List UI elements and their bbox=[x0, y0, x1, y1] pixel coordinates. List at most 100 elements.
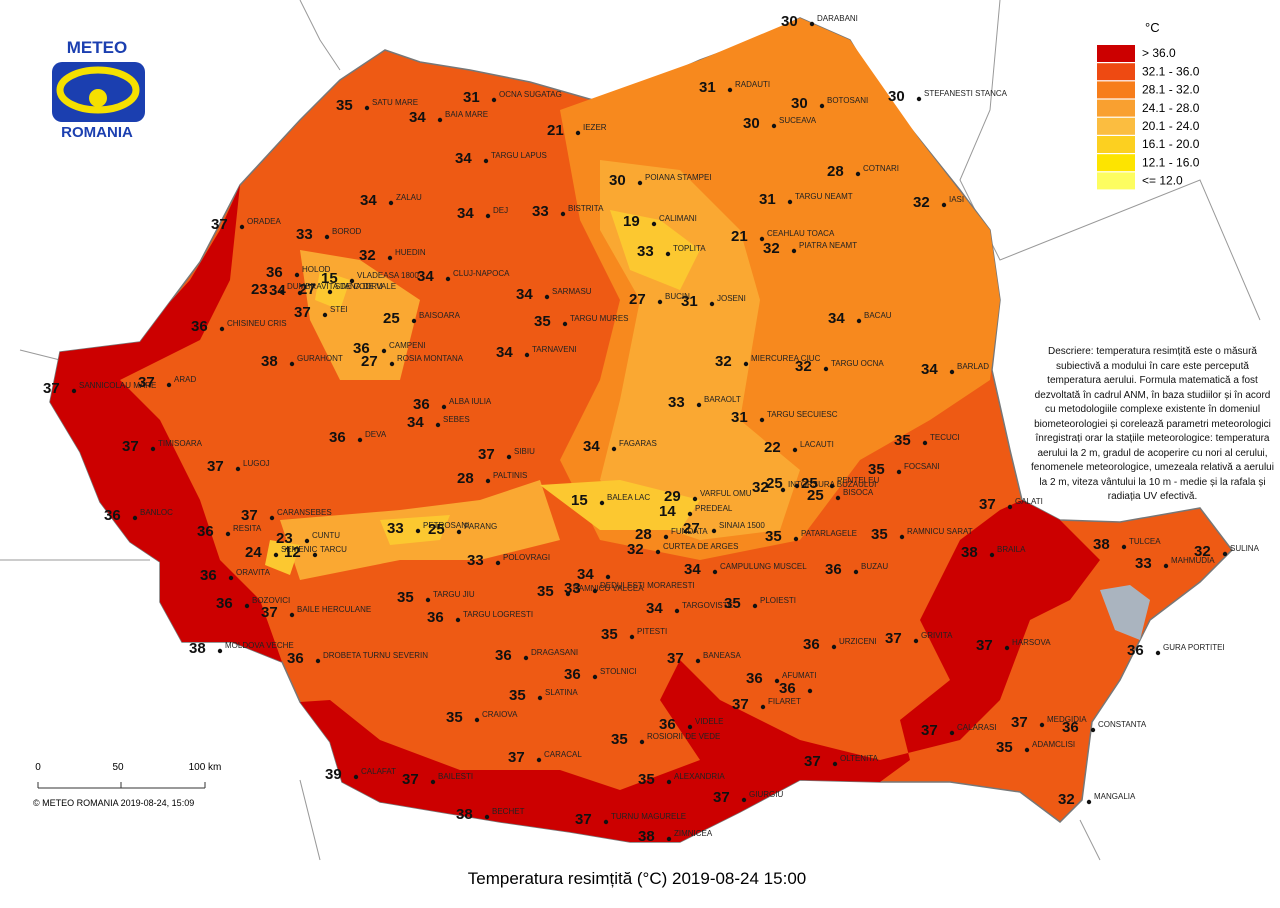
station-dot bbox=[794, 483, 800, 489]
station-dot bbox=[752, 603, 758, 609]
station-name: CALAFAT bbox=[361, 767, 396, 776]
legend-label: 12.1 - 16.0 bbox=[1142, 155, 1200, 169]
station-name: BANEASA bbox=[703, 651, 741, 660]
station-dot bbox=[657, 299, 663, 305]
station-value: 36 bbox=[825, 561, 842, 578]
station-value: 32 bbox=[627, 541, 644, 558]
station: 35 ROSIORII DE VEDE bbox=[611, 731, 720, 748]
station: 37 CARANSEBES bbox=[241, 507, 332, 524]
station-value: 38 bbox=[189, 640, 206, 657]
station-dot bbox=[1086, 799, 1092, 805]
station-dot bbox=[244, 603, 250, 609]
station-dot bbox=[759, 236, 765, 242]
station-name: GURA PORTITEI bbox=[1163, 643, 1225, 652]
legend-label: 24.1 - 28.0 bbox=[1142, 101, 1200, 115]
station-name: MAHMUDIA bbox=[1171, 556, 1215, 565]
station: 37 ARAD bbox=[138, 374, 196, 391]
station-value: 34 bbox=[577, 566, 594, 583]
station-dot bbox=[523, 655, 529, 661]
station-value: 34 bbox=[828, 310, 845, 327]
station-value: 34 bbox=[360, 192, 377, 209]
station-dot bbox=[536, 757, 542, 763]
station-value: 31 bbox=[681, 293, 698, 310]
station: 35 TARGU MURES bbox=[534, 313, 629, 330]
station-dot bbox=[1024, 747, 1030, 753]
station-value: 34 bbox=[455, 150, 472, 167]
station-value: 24 bbox=[245, 544, 262, 561]
station: 34 CAMPULUNG MUSCEL bbox=[684, 561, 807, 578]
scale-bar bbox=[37, 782, 206, 789]
station-dot bbox=[495, 560, 501, 566]
station: 28 FUNDATA bbox=[635, 526, 708, 543]
station-value: 37 bbox=[207, 458, 224, 475]
zone-36-south bbox=[300, 500, 1100, 842]
station-dot bbox=[1007, 504, 1013, 510]
station-value: 31 bbox=[463, 89, 480, 106]
station-value: 32 bbox=[1194, 543, 1211, 560]
station: 23 CUNTU bbox=[276, 530, 340, 547]
station: 21 IEZER bbox=[547, 122, 607, 139]
station-dot bbox=[289, 361, 295, 367]
station-value: 37 bbox=[478, 446, 495, 463]
station-name: OLTENITA bbox=[840, 754, 879, 763]
station: 30 POIANA STAMPEI bbox=[609, 172, 712, 189]
station-name: ORADEA bbox=[247, 217, 281, 226]
station: 35 ADAMCLISI bbox=[996, 739, 1075, 756]
station-dot bbox=[807, 688, 813, 694]
station-value: 35 bbox=[446, 709, 463, 726]
station-value: 33 bbox=[467, 552, 484, 569]
station-dot bbox=[831, 644, 837, 650]
station-dot bbox=[809, 21, 815, 27]
station: 36 bbox=[779, 680, 813, 697]
station: 37 BANEASA bbox=[667, 650, 741, 667]
station-dot bbox=[411, 318, 417, 324]
scale-label: 100 km bbox=[189, 762, 222, 773]
station-dot bbox=[544, 294, 550, 300]
station-dot bbox=[485, 478, 491, 484]
station-name: BAISOARA bbox=[419, 311, 461, 320]
station: 34 TARGU LAPUS bbox=[455, 150, 547, 167]
station-name: BACAU bbox=[864, 311, 892, 320]
station-dot bbox=[949, 369, 955, 375]
station-value: 14 bbox=[659, 503, 676, 520]
station-dot bbox=[269, 515, 275, 521]
station: 34 BARLAD bbox=[921, 361, 989, 378]
station-dot bbox=[896, 469, 902, 475]
station-value: 33 bbox=[387, 520, 404, 537]
station: 25 BAISOARA bbox=[383, 310, 461, 327]
station-name: RAMNICU SARAT bbox=[907, 527, 973, 536]
station-value: 35 bbox=[537, 583, 554, 600]
station-dot bbox=[304, 538, 310, 544]
station-value: 36 bbox=[746, 670, 763, 687]
station: 22 LACAUTI bbox=[764, 439, 834, 456]
station-dot bbox=[575, 130, 581, 136]
station-value: 37 bbox=[241, 507, 258, 524]
station: 36 AFUMATI bbox=[746, 670, 817, 687]
station-name: CAMPENI bbox=[389, 341, 425, 350]
station-name: CEAHLAU TOACA bbox=[767, 229, 835, 238]
station: 33 BARAOLT bbox=[668, 394, 741, 411]
station: 19 CALIMANI bbox=[623, 213, 697, 230]
station-name: BECHET bbox=[492, 807, 525, 816]
station-name: PREDEAL bbox=[695, 504, 733, 513]
station-dot bbox=[1222, 551, 1228, 557]
station-dot bbox=[485, 213, 491, 219]
station-name: VARFUL OMU bbox=[700, 489, 752, 498]
station-name: STANA DE VALE bbox=[335, 282, 396, 291]
station: 36 VIDELE bbox=[659, 716, 723, 733]
station: 30 DARABANI bbox=[781, 13, 858, 30]
station: 30 BOTOSANI bbox=[791, 95, 868, 112]
station-value: 38 bbox=[456, 806, 473, 823]
station: 37 HARSOVA bbox=[976, 637, 1051, 654]
station-dot bbox=[297, 290, 303, 296]
station-value: 12 bbox=[284, 544, 301, 561]
station-name: MEDGIDIA bbox=[1047, 715, 1087, 724]
station-name: RESITA bbox=[233, 524, 262, 533]
station-name: TULCEA bbox=[1129, 537, 1161, 546]
station-name: TARGU OCNA bbox=[831, 359, 884, 368]
station-dot bbox=[430, 779, 436, 785]
station-name: TARGU LAPUS bbox=[491, 151, 547, 160]
station-value: 29 bbox=[664, 488, 681, 505]
station-dot bbox=[687, 724, 693, 730]
station-name: DRAGASANI bbox=[531, 648, 578, 657]
